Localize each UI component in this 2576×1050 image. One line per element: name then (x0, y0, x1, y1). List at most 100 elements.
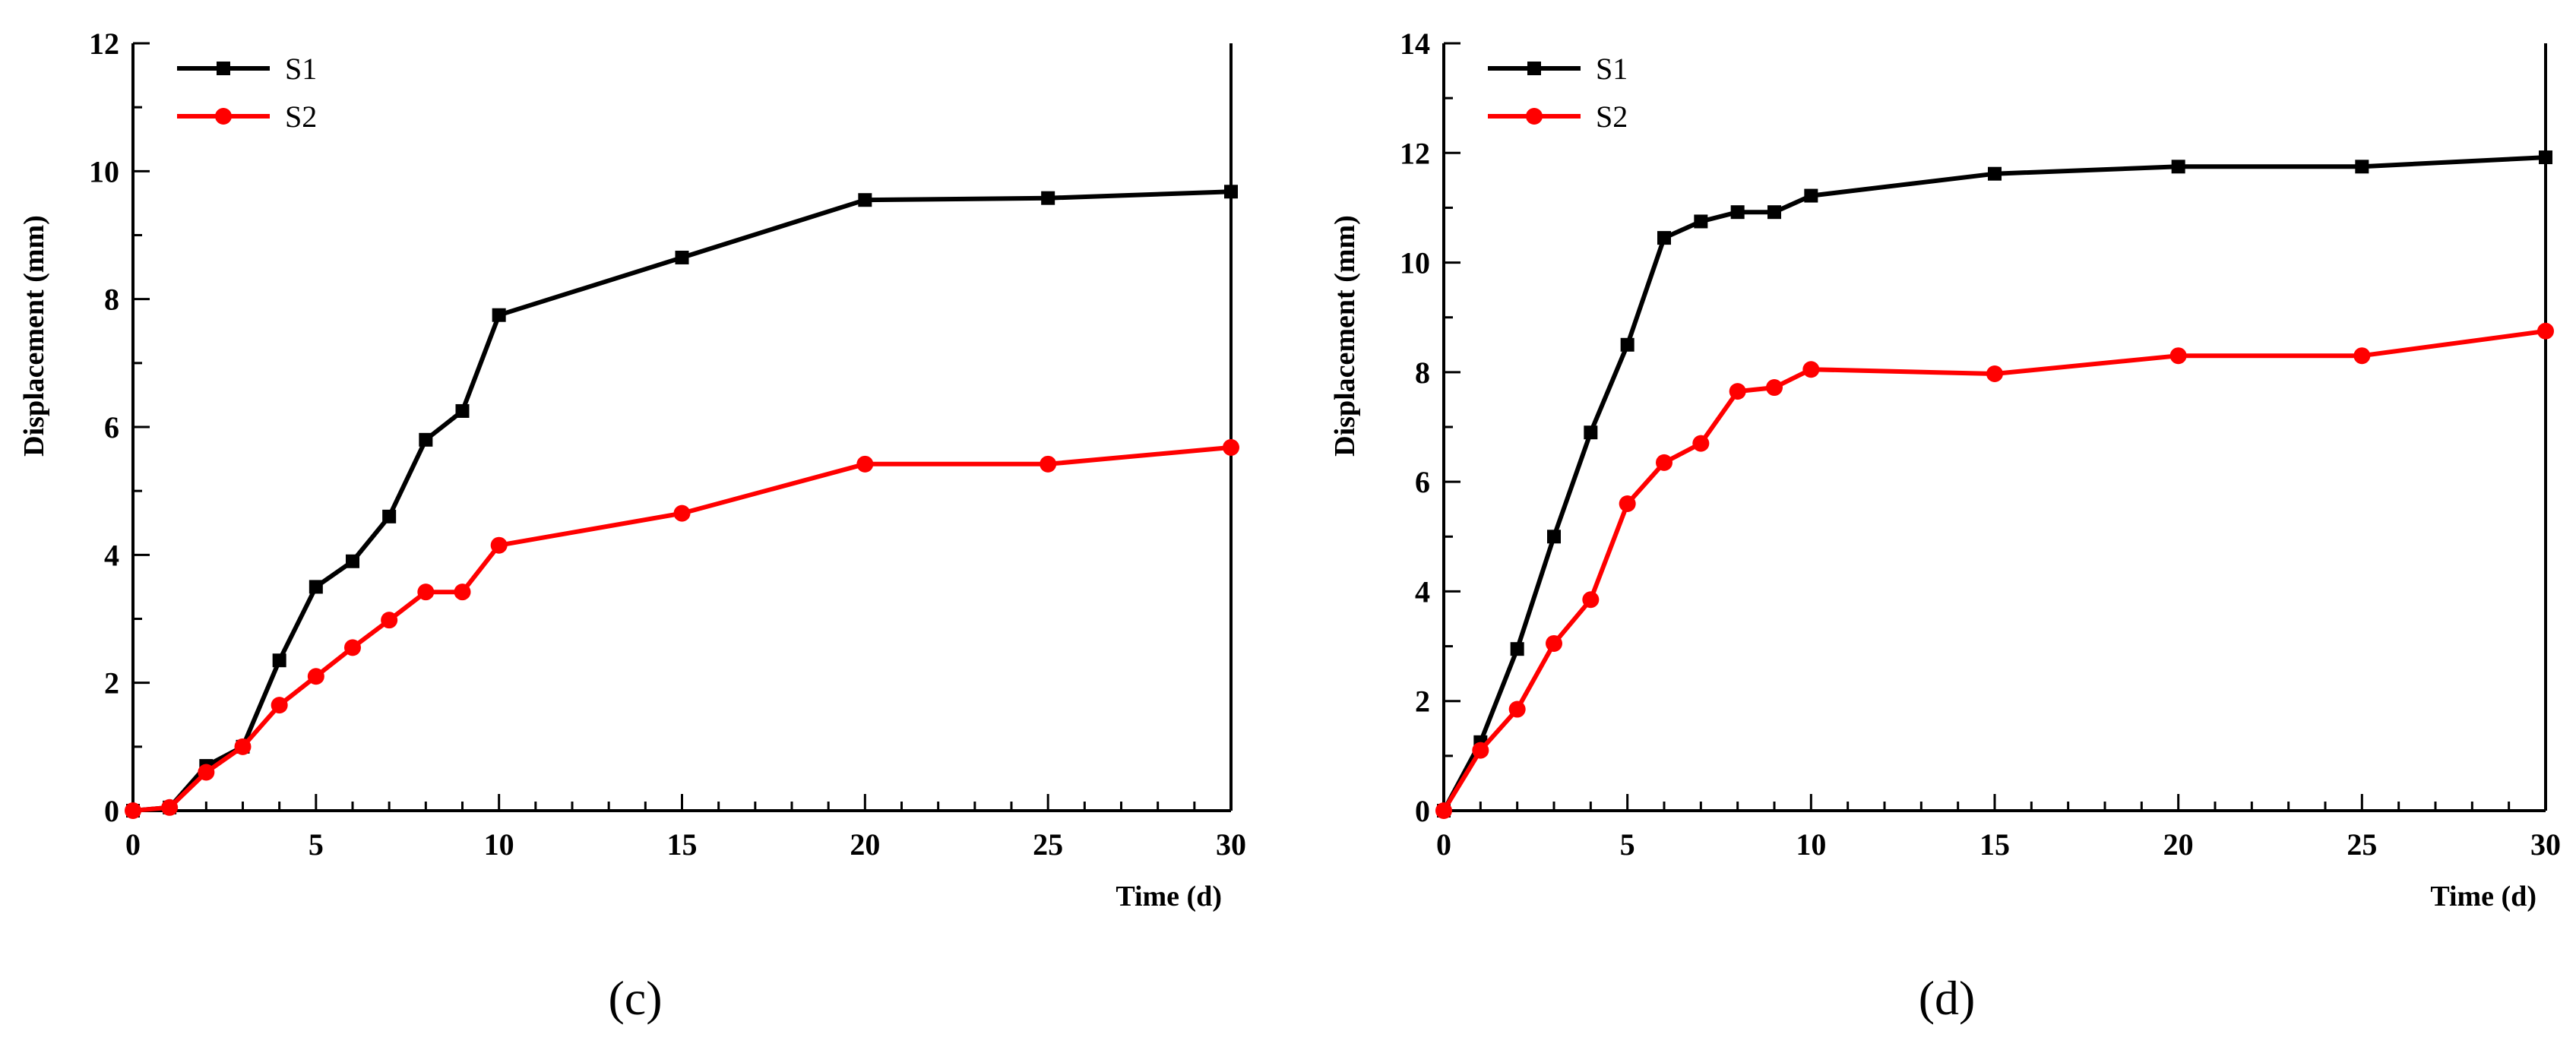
data-point (1729, 383, 1746, 400)
data-point (1804, 188, 1818, 203)
chart-panel-d: 0 5 10 15 20 25 30 0 2 4 6 8 10 12 14 Time (d) Displacem… (1329, 27, 2561, 1025)
y-tick-label: 8 (104, 283, 119, 317)
data-point (2353, 347, 2371, 365)
data-point (2355, 160, 2369, 174)
data-point (1802, 361, 1820, 378)
data-point (1988, 166, 2002, 181)
data-point (1657, 231, 1671, 245)
y-axis-title: Displacement (mm) (18, 215, 50, 457)
legend-label: S1 (1596, 52, 1628, 86)
data-point (455, 403, 470, 418)
data-point (2539, 150, 2552, 165)
series-line (132, 444, 1232, 813)
x-tick-label: 5 (1620, 827, 1635, 862)
x-tick-label: 10 (484, 827, 514, 862)
data-point (856, 455, 874, 473)
data-point (271, 697, 288, 714)
data-point (1692, 435, 1710, 452)
data-point (1546, 634, 1562, 652)
data-point (1508, 701, 1526, 718)
y-tick-label: 4 (104, 538, 119, 572)
data-point (1547, 530, 1561, 544)
data-point (381, 612, 398, 629)
series-line (1441, 155, 2546, 812)
x-tick-label: 10 (1796, 827, 1826, 862)
legend-label: S1 (285, 52, 317, 86)
y-tick-label: 2 (1415, 685, 1430, 719)
x-tick-label: 30 (2530, 827, 2561, 862)
y-tick-label: 10 (1400, 246, 1430, 280)
data-point (1656, 454, 1673, 471)
x-tick-label: 25 (2347, 827, 2377, 862)
legend-marker (215, 108, 232, 125)
data-point (198, 764, 215, 781)
y-tick-label: 12 (1400, 136, 1430, 170)
data-point (1619, 495, 1636, 512)
x-axis-title: Time (d) (1116, 881, 1222, 912)
data-point (346, 554, 359, 568)
data-point (1224, 185, 1238, 199)
data-point (1472, 742, 1489, 759)
legend-label: S2 (285, 100, 317, 134)
data-point (125, 802, 141, 819)
legend-marker (1526, 108, 1543, 125)
data-point (161, 799, 179, 816)
series-line (1441, 328, 2546, 812)
data-point (1040, 455, 1057, 473)
x-tick-label: 15 (667, 827, 698, 862)
data-point (344, 639, 361, 656)
y-tick-label: 2 (104, 666, 119, 701)
x-tick-label: 0 (125, 827, 141, 862)
data-point (858, 193, 872, 207)
data-point (417, 584, 435, 601)
y-tick-label: 4 (1415, 574, 1430, 609)
x-tick-label: 30 (1216, 827, 1246, 862)
x-axis-title: Time (d) (2430, 881, 2536, 912)
data-point (419, 432, 433, 447)
x-tick-label: 5 (309, 827, 324, 862)
data-point (675, 250, 689, 264)
data-point (382, 509, 397, 523)
data-point (2171, 160, 2185, 174)
chart-panel-c: 0 5 10 15 20 25 30 0 2 4 6 8 10 12 Time (d) Displacemen… (18, 27, 1246, 1025)
y-tick-label: 6 (104, 410, 119, 444)
x-tick-label: 0 (1436, 827, 1451, 862)
series-s1 (126, 185, 1238, 818)
x-tick-label: 20 (2163, 827, 2194, 862)
series-s1 (1437, 150, 2552, 818)
x-tick-label: 25 (1033, 827, 1063, 862)
x-tick-label: 15 (1979, 827, 2010, 862)
series-s2 (1435, 322, 2554, 819)
data-point (490, 536, 508, 554)
series-s2 (125, 438, 1239, 819)
data-point (1767, 205, 1781, 220)
y-tick-label: 8 (1415, 356, 1430, 390)
data-point (1694, 214, 1708, 229)
y-tick-label: 0 (104, 794, 119, 828)
data-point (1041, 191, 1055, 205)
y-tick-label: 10 (89, 154, 119, 188)
panel-label: (d) (1919, 971, 1976, 1025)
data-point (1986, 365, 2003, 383)
data-point (2169, 347, 2187, 365)
data-point (1730, 205, 1745, 220)
legend-label: S2 (1596, 100, 1628, 134)
x-tick-label: 20 (850, 827, 880, 862)
data-point (1766, 379, 1783, 397)
data-point (1510, 642, 1524, 656)
data-point (1223, 438, 1239, 456)
data-point (1435, 802, 1452, 819)
data-point (1582, 591, 1600, 609)
data-point (307, 668, 324, 685)
data-point (1584, 425, 1598, 440)
data-point (309, 580, 323, 594)
y-axis-title: Displacement (mm) (1329, 215, 1361, 457)
legend-marker (217, 62, 230, 75)
data-point (1620, 337, 1635, 352)
y-tick-label: 0 (1415, 794, 1430, 828)
panel-label: (c) (608, 971, 662, 1025)
